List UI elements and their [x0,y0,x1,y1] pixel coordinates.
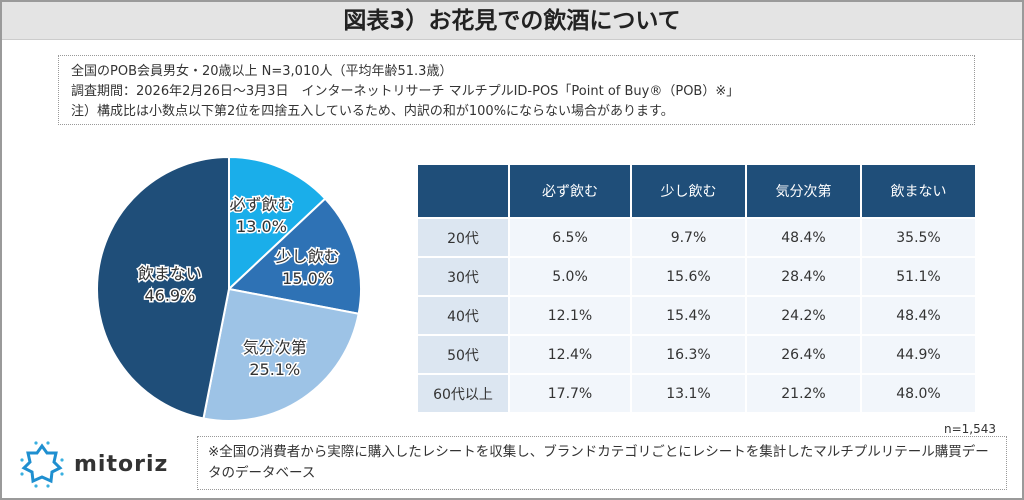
slice-label: 少し飲む [276,247,340,266]
row-header: 20代 [416,217,510,258]
column-header: 少し飲む [630,163,747,219]
table-cell: 48.4% [860,295,977,336]
table-header: 必ず飲む 少し飲む 気分次第 飲まない [416,163,977,219]
slice-value: 25.1% [249,360,300,379]
data-table: 必ず飲む 少し飲む 気分次第 飲まない 20代 6.5% 9.7% 48.4% 35.5% 30… [416,163,977,414]
table-row: 50代 12.4% 16.3% 26.4% 44.9% [416,334,977,375]
column-header: 飲まない [860,163,977,219]
row-header: 50代 [416,334,510,375]
slice-value: 13.0% [236,217,287,236]
survey-info: 全国のPOB会員男女・20歳以上 N=3,010人（平均年齢51.3歳） 調査期… [58,55,975,125]
table-cell: 48.4% [745,217,862,258]
sample-size: n=1,543 [943,422,996,436]
table-cell: 9.7% [630,217,747,258]
table-row: 20代 6.5% 9.7% 48.4% 35.5% [416,217,977,258]
table-cell: 28.4% [745,256,862,297]
mitoriz-logo: mitoriz [18,440,168,488]
table-cell: 21.2% [745,373,862,414]
table-row: 30代 5.0% 15.6% 28.4% 51.1% [416,256,977,297]
logo-text: mitoriz [74,451,169,477]
info-line: 注）構成比は小数点以下第2位を四捨五入しているため、内訳の和が100%にならない… [71,104,674,119]
slice-value: 46.9% [144,286,195,305]
slice-value: 15.0% [282,269,333,288]
pie-chart: 必ず飲む 13.0% 少し飲む 15.0% 気分次第 25.1% 飲まない 46.9% [96,155,362,422]
info-line: 調査期間：2026年2月26日～3月3日 インターネットリサーチ マルチプルID… [71,84,740,99]
footnote: ※全国の消費者から実際に購入したレシートを収集し、ブランドカテゴリごとにレシート… [197,436,1007,490]
table-cell: 35.5% [860,217,977,258]
column-header: 気分次第 [745,163,862,219]
table-cell: 15.6% [630,256,747,297]
column-header: 必ず飲む [508,163,632,219]
table-cell: 44.9% [860,334,977,375]
info-line: 全国のPOB会員男女・20歳以上 N=3,010人（平均年齢51.3歳） [71,64,453,79]
table-cell: 26.4% [745,334,862,375]
row-header: 30代 [416,256,510,297]
pie-slice [228,155,327,292]
row-header: 60代以上 [416,373,510,414]
table-cell: 16.3% [630,334,747,375]
table-row: 60代以上 17.7% 13.1% 21.2% 48.0% [416,373,977,414]
slice-label: 必ず飲む [229,195,293,214]
table-cell: 15.4% [630,295,747,336]
pie-slice [226,197,362,315]
table-cell: 51.1% [860,256,977,297]
table-cell: 48.0% [860,373,977,414]
table-row: 40代 12.1% 15.4% 24.2% 48.4% [416,295,977,336]
table-cell: 12.1% [508,295,632,336]
table-cell: 17.7% [508,373,632,414]
pie-slice [202,287,360,422]
page-title: 図表3）お花見での飲酒について [2,2,1022,40]
slice-label: 気分次第 [243,338,307,357]
table-cell: 24.2% [745,295,862,336]
table-cell: 12.4% [508,334,632,375]
row-header: 40代 [416,295,510,336]
slice-label: 飲まない [138,264,202,283]
table-cell: 5.0% [508,256,632,297]
table-cell: 6.5% [508,217,632,258]
pie-slice [96,155,230,420]
column-header [416,163,510,219]
logo-icon [20,441,64,488]
table-cell: 13.1% [630,373,747,414]
